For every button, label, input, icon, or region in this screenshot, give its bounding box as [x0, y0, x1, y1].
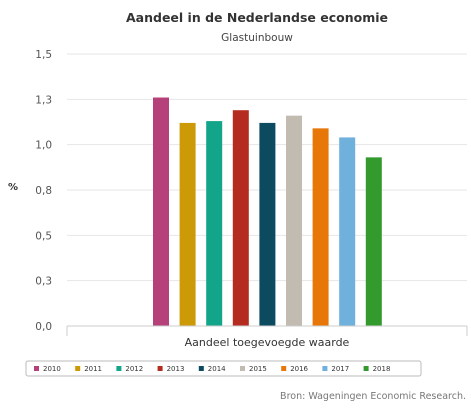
legend-label-2017: 2017 — [331, 365, 349, 373]
legend-swatch-2018 — [363, 366, 369, 371]
credits: Bron: Wageningen Economic Research. — [280, 391, 466, 402]
legend-label-2014: 2014 — [208, 365, 226, 373]
bar-2016 — [312, 128, 329, 326]
legend-label-2012: 2012 — [125, 365, 143, 373]
bar-2013 — [232, 110, 249, 326]
bar-2014 — [259, 122, 276, 326]
legend-label-2015: 2015 — [249, 365, 267, 373]
legend-swatch-2013 — [157, 366, 163, 371]
chart-title: Aandeel in de Nederlandse economie — [126, 10, 388, 25]
bar-2018 — [365, 157, 382, 326]
bar-2011 — [179, 122, 196, 326]
legend-label-2010: 2010 — [43, 365, 61, 373]
legend-swatch-2014 — [198, 366, 204, 371]
legend-swatch-2016 — [281, 366, 287, 371]
legend: 2010 2011 2012 2013 2014 2015 2016 2017 2018 — [34, 365, 390, 373]
x-category-label: Aandeel toegevoegde waarde — [185, 336, 350, 349]
legend-label-2016: 2016 — [290, 365, 308, 373]
legend-label-2018: 2018 — [373, 365, 391, 373]
bar-2010 — [153, 97, 169, 327]
legend-box — [25, 360, 422, 377]
y-tick-label: 0,5 — [35, 230, 52, 242]
bar-2012 — [206, 121, 223, 327]
y-tick-label: 0,8 — [35, 185, 52, 197]
bars — [153, 97, 382, 327]
y-tick-label: 1,5 — [35, 49, 52, 61]
bar-2017 — [339, 137, 356, 326]
legend-swatch-2010 — [34, 366, 39, 371]
y-tick-label: 0,3 — [35, 276, 52, 288]
legend-swatch-2012 — [116, 366, 122, 371]
legend-swatch-2015 — [240, 366, 245, 371]
legend-label-2011: 2011 — [84, 365, 102, 373]
y-axis-ticks: 0,0 0,3 0,5 0,8 1,0 1,3 1,5 — [35, 49, 52, 333]
y-tick-label: 0,0 — [35, 321, 52, 333]
legend-swatch-2017 — [322, 366, 328, 371]
bar-2015 — [286, 115, 302, 326]
legend-label-2013: 2013 — [167, 365, 185, 373]
y-tick-label: 1,3 — [35, 94, 52, 106]
legend-swatch-2011 — [75, 366, 81, 371]
y-axis-label: % — [8, 182, 18, 193]
y-tick-label: 1,0 — [35, 140, 52, 152]
chart-subtitle: Glastuinbouw — [221, 32, 293, 44]
